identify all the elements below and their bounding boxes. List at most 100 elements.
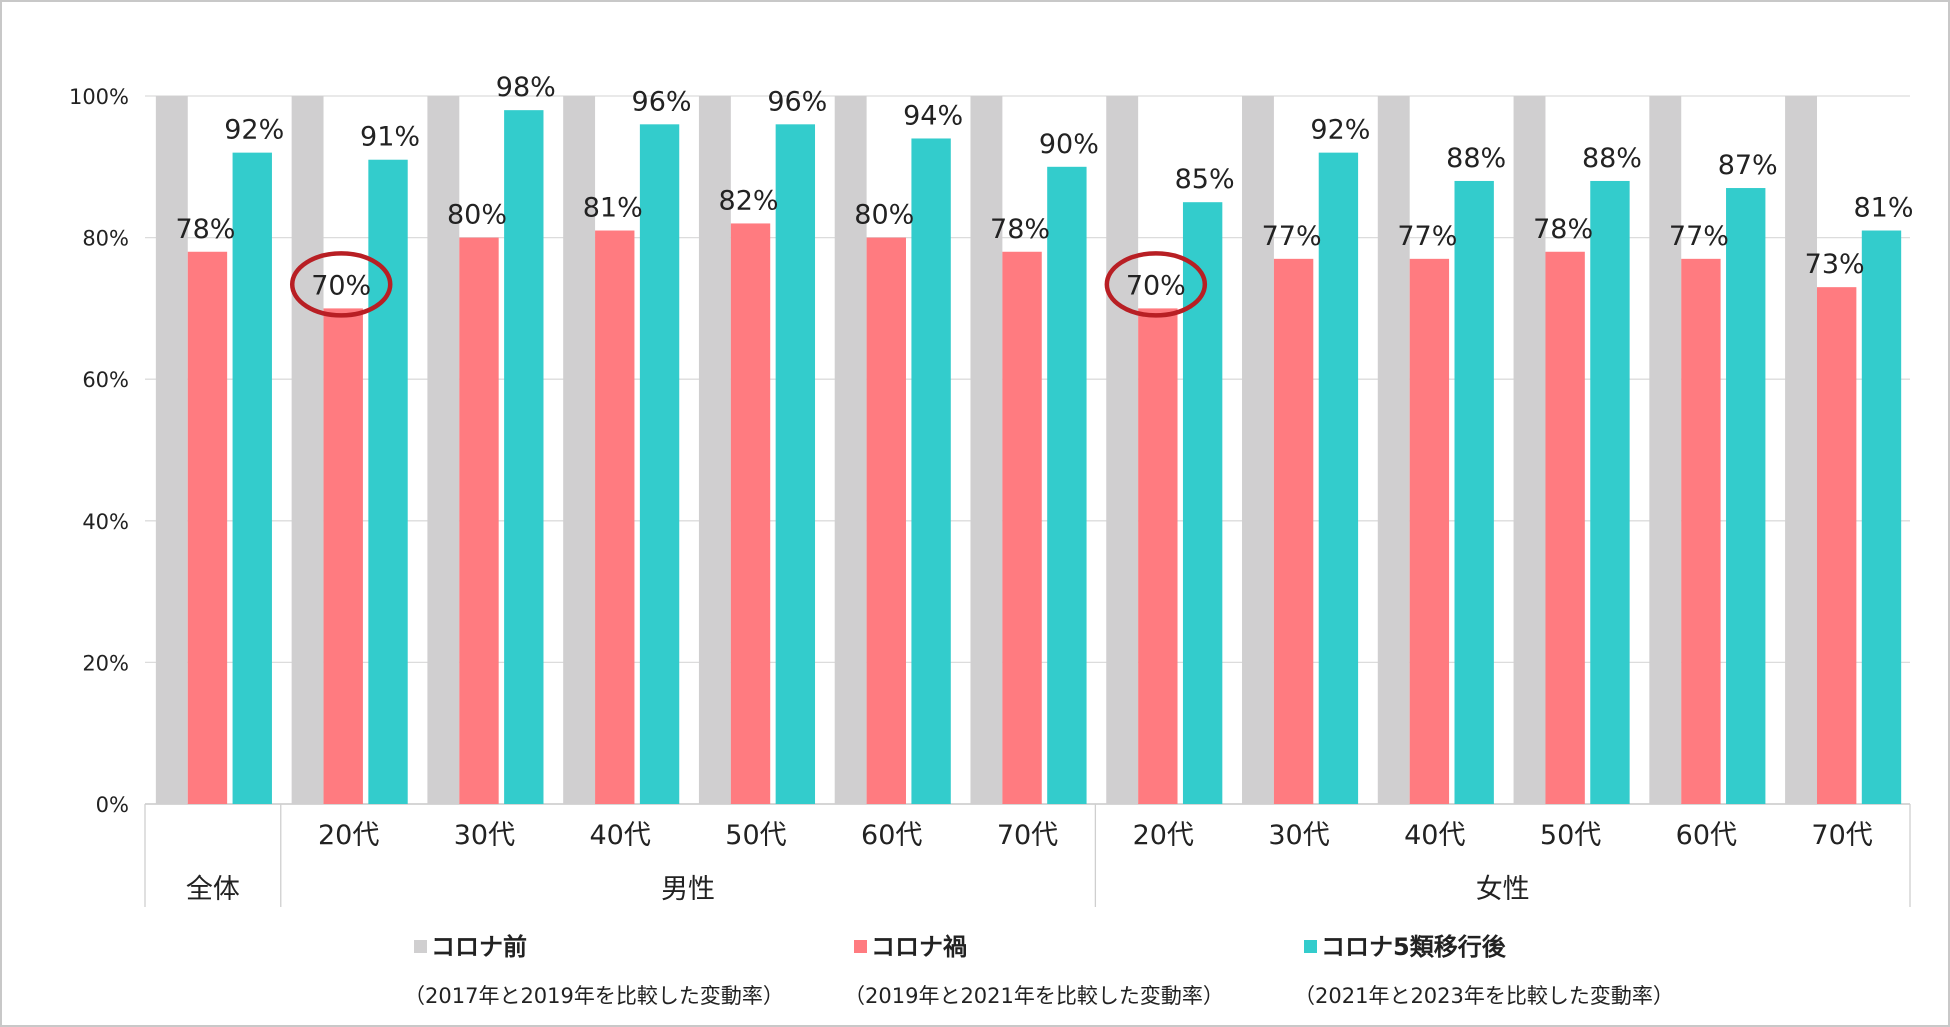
legend-swatch-post-corona	[1304, 940, 1317, 953]
bar-post-corona	[1590, 180, 1630, 804]
data-label-corona: 78%	[1533, 214, 1593, 245]
bar-pre-corona	[698, 96, 731, 804]
bar-pre-corona	[1106, 96, 1139, 804]
data-label-corona: 77%	[1397, 221, 1457, 252]
bar-corona	[1409, 258, 1450, 805]
x-category-label: 30代	[1268, 820, 1329, 851]
bar-pre-corona	[427, 96, 460, 804]
legend-note-post-corona: （2021年と2023年を比較した変動率）	[1294, 984, 1674, 1008]
y-tick-label: 100%	[69, 85, 129, 109]
bar-post-corona	[639, 124, 680, 804]
bar-post-corona	[775, 124, 816, 804]
bar-corona	[866, 237, 906, 805]
x-group-label: 男性	[661, 874, 715, 905]
legend-item-post-corona: コロナ5類移行後 （2021年と2023年を比較した変動率）	[1294, 927, 1674, 1010]
legend-swatch-corona	[854, 940, 867, 953]
data-label-post-corona: 88%	[1446, 143, 1506, 174]
legend-note-corona: （2019年と2021年を比較した変動率）	[844, 984, 1224, 1008]
data-label-corona: 82%	[719, 185, 779, 216]
data-label-post-corona: 92%	[1310, 115, 1370, 146]
data-label-post-corona: 81%	[1853, 193, 1913, 224]
bar-corona	[1273, 258, 1314, 805]
x-category-label: 60代	[861, 820, 922, 851]
highlight-circle	[1104, 251, 1208, 318]
data-label-corona: 73%	[1805, 249, 1865, 280]
data-label-post-corona: 85%	[1175, 164, 1235, 195]
bar-post-corona	[368, 159, 408, 805]
data-label-corona: 81%	[583, 193, 643, 224]
legend-name-corona: コロナ禍	[871, 933, 967, 961]
data-label-corona: 78%	[990, 214, 1050, 245]
legend-item-pre-corona: コロナ前 （2017年と2019年を比較した変動率）	[404, 927, 784, 1010]
x-group-label: 女性	[1476, 874, 1530, 905]
bar-corona	[1002, 251, 1042, 804]
y-tick-label: 0%	[96, 793, 129, 817]
bar-pre-corona	[1785, 96, 1817, 804]
bar-post-corona	[1047, 166, 1087, 805]
data-label-post-corona: 87%	[1718, 150, 1778, 181]
x-category-label: 20代	[318, 820, 379, 851]
data-label-post-corona: 88%	[1582, 143, 1642, 174]
bar-post-corona	[1861, 230, 1902, 804]
data-label-post-corona: 96%	[632, 86, 692, 117]
legend-swatch-pre-corona	[414, 940, 427, 953]
bar-post-corona	[232, 152, 272, 804]
data-label-post-corona: 94%	[903, 100, 963, 131]
bar-post-corona	[1318, 152, 1359, 804]
bar-pre-corona	[1242, 96, 1274, 804]
bar-pre-corona	[563, 96, 596, 804]
bar-corona	[323, 308, 363, 804]
x-category-label: 30代	[454, 820, 515, 851]
bar-post-corona	[911, 138, 951, 805]
legend-note-pre-corona: （2017年と2019年を比較した変動率）	[404, 984, 784, 1008]
legend-name-pre-corona: コロナ前	[431, 933, 527, 961]
y-tick-label: 60%	[82, 368, 129, 392]
bar-post-corona	[1182, 202, 1223, 804]
highlight-circle	[289, 251, 393, 318]
bar-pre-corona	[1649, 96, 1682, 804]
x-category-label: 70代	[997, 820, 1058, 851]
data-label-post-corona: 91%	[360, 122, 420, 153]
bar-corona	[459, 237, 499, 805]
bar-pre-corona	[291, 96, 324, 804]
bar-pre-corona	[1513, 96, 1546, 804]
data-label-post-corona: 92%	[224, 115, 284, 146]
data-label-corona: 77%	[1262, 221, 1322, 252]
bar-corona	[595, 230, 635, 804]
bar-post-corona	[1726, 188, 1766, 805]
bar-corona	[1545, 251, 1585, 804]
bar-corona	[1138, 308, 1178, 804]
bar-post-corona	[1454, 180, 1494, 804]
bar-pre-corona	[834, 96, 867, 804]
bar-corona	[730, 223, 771, 804]
bar-pre-corona	[1377, 96, 1410, 804]
bar-post-corona	[504, 110, 544, 804]
data-label-corona: 70%	[311, 270, 371, 301]
legend-item-corona: コロナ禍 （2019年と2021年を比較した変動率）	[844, 927, 1224, 1010]
data-label-corona: 80%	[854, 200, 914, 231]
x-category-label: 40代	[590, 820, 651, 851]
bar-corona	[1681, 258, 1721, 805]
data-label-corona: 70%	[1126, 270, 1186, 301]
data-label-post-corona: 96%	[767, 86, 827, 117]
y-tick-label: 20%	[82, 651, 129, 675]
bar-pre-corona	[970, 96, 1003, 804]
x-category-label: 60代	[1676, 820, 1737, 851]
y-tick-label: 40%	[82, 510, 129, 534]
bar-corona	[1816, 287, 1857, 804]
x-category-label: 40代	[1404, 820, 1465, 851]
data-label-corona: 80%	[447, 200, 507, 231]
x-group-label: 全体	[186, 874, 240, 905]
data-label-corona: 77%	[1669, 221, 1729, 252]
x-category-label: 50代	[1540, 820, 1601, 851]
x-category-label: 50代	[725, 820, 786, 851]
data-label-post-corona: 98%	[496, 72, 556, 103]
x-category-label: 70代	[1811, 820, 1872, 851]
y-tick-label: 80%	[82, 227, 129, 251]
legend-name-post-corona: コロナ5類移行後	[1321, 933, 1506, 961]
data-label-post-corona: 90%	[1039, 129, 1099, 160]
bar-pre-corona	[155, 96, 188, 804]
x-category-label: 20代	[1133, 820, 1194, 851]
